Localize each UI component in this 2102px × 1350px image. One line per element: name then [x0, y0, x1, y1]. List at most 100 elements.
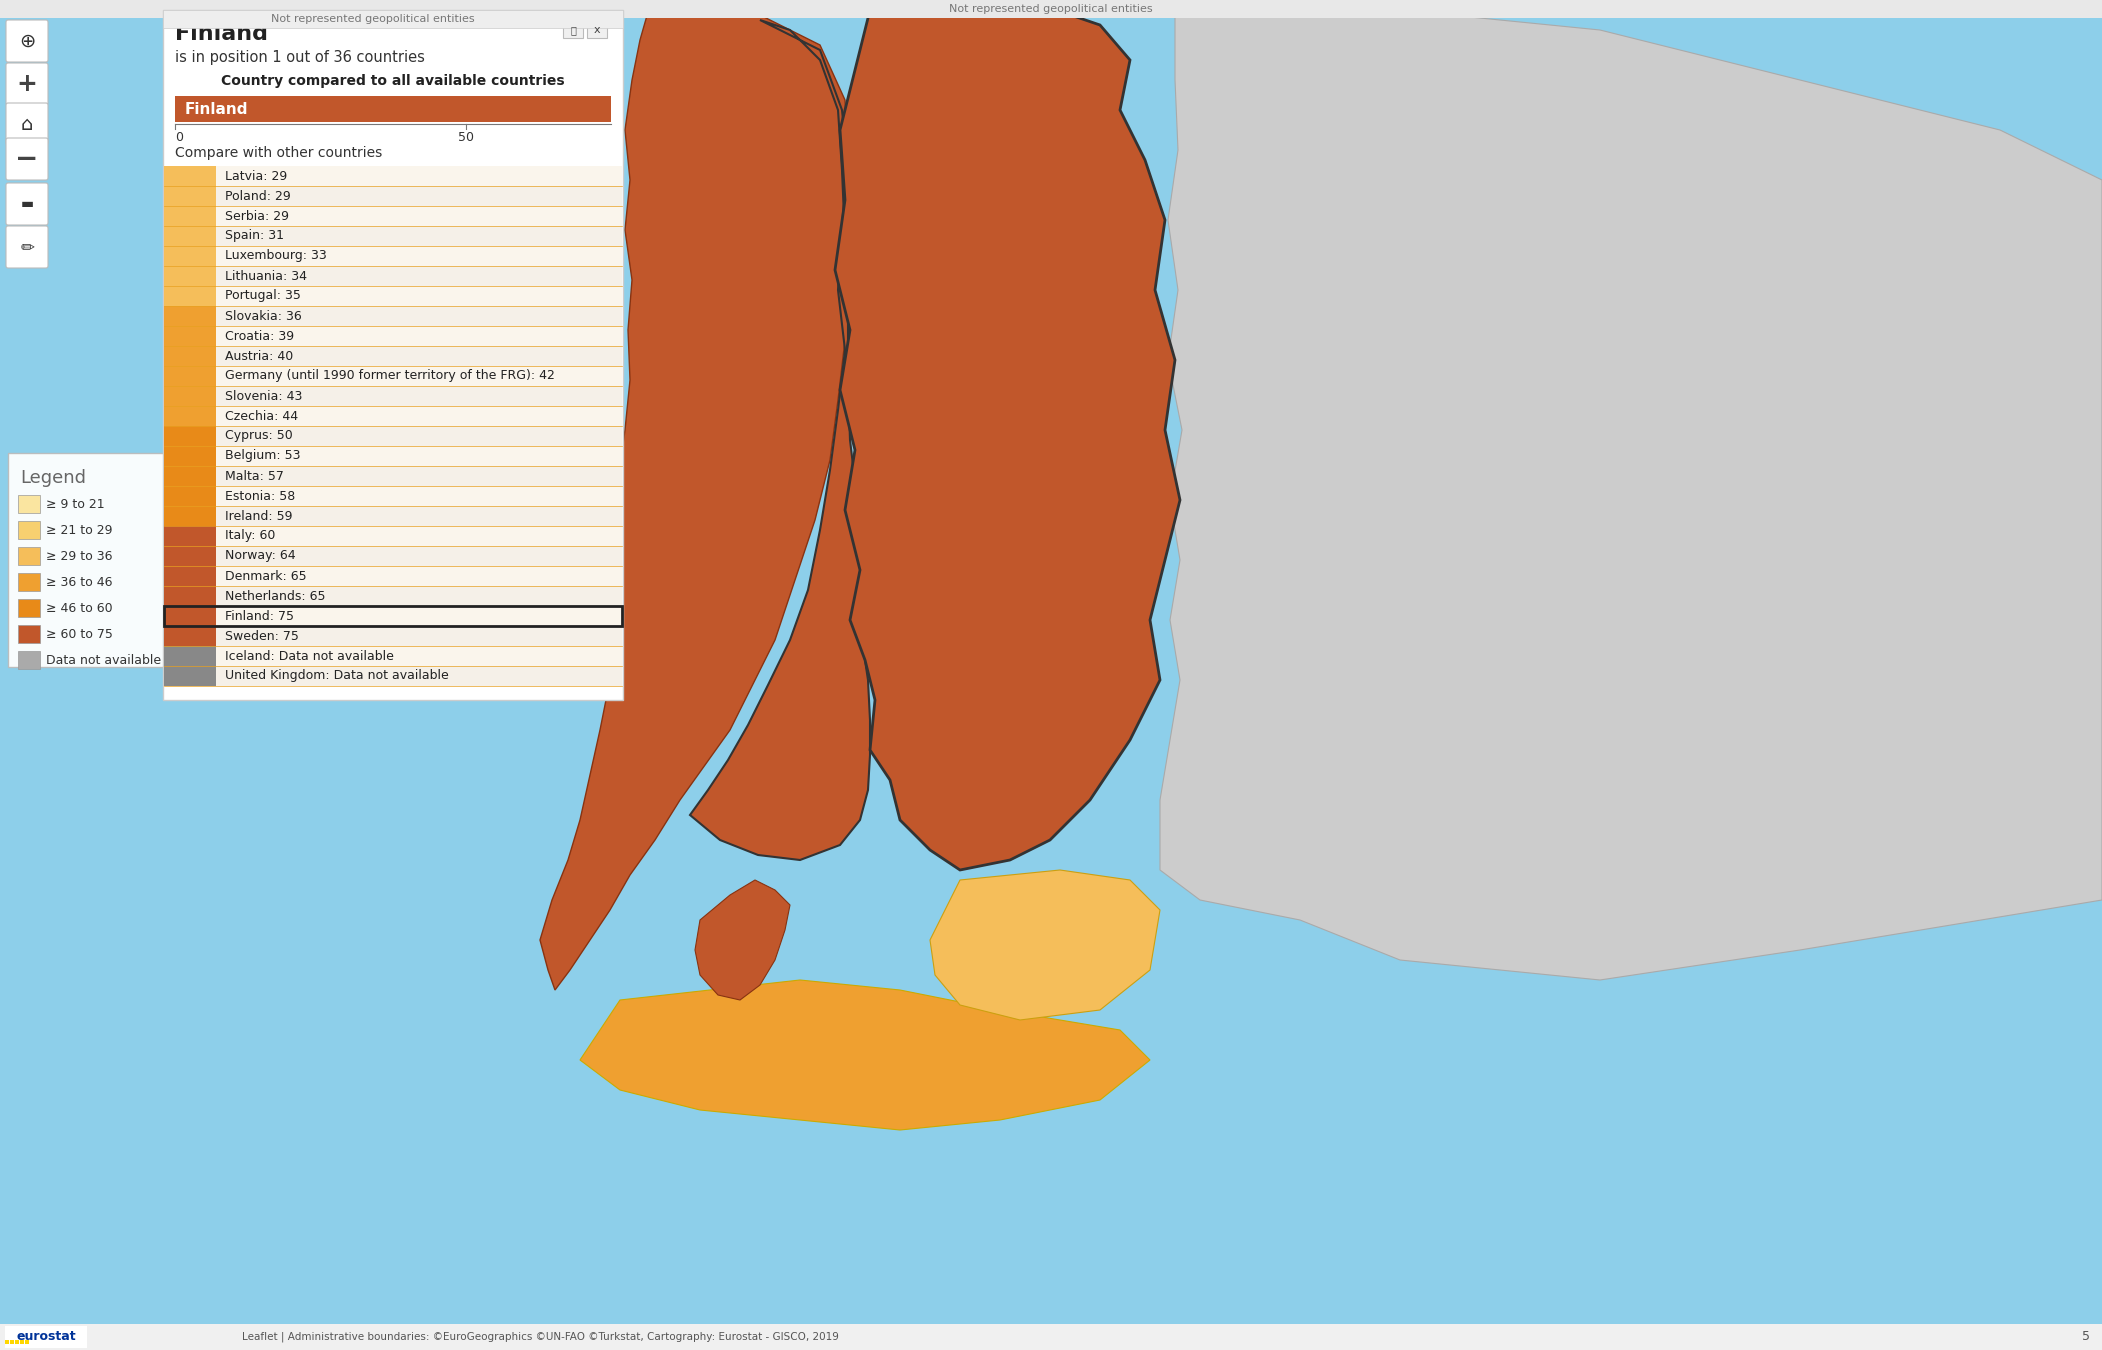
Bar — [164, 406, 217, 427]
Bar — [4, 1341, 8, 1345]
Bar — [164, 325, 622, 346]
FancyBboxPatch shape — [6, 20, 48, 62]
Bar — [0, 0, 2102, 18]
Bar — [164, 606, 217, 626]
Text: ✏: ✏ — [21, 238, 34, 256]
Bar — [19, 625, 40, 643]
Bar — [164, 406, 622, 427]
Polygon shape — [580, 980, 1150, 1130]
Text: Germany (until 1990 former territory of the FRG): 42: Germany (until 1990 former territory of … — [225, 370, 555, 382]
Text: Country compared to all available countries: Country compared to all available countr… — [221, 74, 565, 88]
FancyBboxPatch shape — [8, 454, 166, 667]
Bar — [164, 346, 622, 366]
FancyBboxPatch shape — [6, 225, 48, 269]
Bar — [164, 225, 217, 246]
Text: ≥ 60 to 75: ≥ 60 to 75 — [46, 628, 114, 640]
Bar — [164, 566, 217, 586]
Bar — [0, 1324, 2102, 1350]
Text: ≥ 29 to 36: ≥ 29 to 36 — [46, 549, 114, 563]
Text: 🖨: 🖨 — [570, 26, 576, 35]
Bar — [164, 266, 622, 286]
Text: Leaflet | Administrative boundaries: ©EuroGeographics ©UN-FAO ©Turkstat, Cartogr: Leaflet | Administrative boundaries: ©Eu… — [242, 1331, 839, 1342]
Bar — [19, 572, 40, 591]
Text: Iceland: Data not available: Iceland: Data not available — [225, 649, 393, 663]
Text: Italy: 60: Italy: 60 — [225, 529, 275, 543]
Text: Malta: 57: Malta: 57 — [225, 470, 284, 482]
Bar — [164, 325, 217, 346]
Text: Ireland: 59: Ireland: 59 — [225, 509, 292, 522]
Text: Norway: 64: Norway: 64 — [225, 549, 296, 563]
Bar — [164, 526, 217, 545]
Text: Not represented geopolitical entities: Not represented geopolitical entities — [950, 4, 1152, 14]
Bar — [164, 366, 622, 386]
Bar — [164, 286, 217, 306]
Bar — [164, 446, 217, 466]
Bar — [15, 1341, 19, 1345]
Text: 50: 50 — [458, 131, 473, 144]
Text: Estonia: 58: Estonia: 58 — [225, 490, 294, 502]
Text: Slovakia: 36: Slovakia: 36 — [225, 309, 303, 323]
Bar — [164, 526, 622, 545]
Text: Legend: Legend — [21, 468, 86, 487]
Text: Latvia: 29: Latvia: 29 — [225, 170, 288, 182]
Bar — [4, 1326, 86, 1349]
Bar — [19, 547, 40, 566]
Text: +: + — [17, 72, 38, 96]
Text: Denmark: 65: Denmark: 65 — [225, 570, 307, 582]
Text: Belgium: 53: Belgium: 53 — [225, 450, 301, 463]
Text: ≥ 46 to 60: ≥ 46 to 60 — [46, 602, 114, 614]
Text: Lithuania: 34: Lithuania: 34 — [225, 270, 307, 282]
Bar — [164, 626, 622, 647]
Bar — [164, 246, 217, 266]
Text: ✕: ✕ — [595, 26, 605, 39]
Polygon shape — [1160, 5, 2102, 980]
Bar — [164, 246, 622, 266]
Bar — [164, 166, 622, 186]
Text: ▬: ▬ — [21, 197, 34, 211]
Bar — [164, 207, 622, 225]
Bar — [164, 466, 622, 486]
Text: Finland: 75: Finland: 75 — [225, 609, 294, 622]
Text: −: − — [15, 144, 38, 173]
Text: Serbia: 29: Serbia: 29 — [225, 209, 288, 223]
Text: is in position 1 out of 36 countries: is in position 1 out of 36 countries — [174, 50, 425, 65]
Text: Data not available: Data not available — [46, 653, 162, 667]
Bar — [164, 566, 622, 586]
Text: Sweden: 75: Sweden: 75 — [225, 629, 298, 643]
Bar — [164, 427, 217, 446]
Bar — [164, 186, 217, 207]
FancyBboxPatch shape — [6, 184, 48, 225]
Polygon shape — [689, 20, 870, 860]
Text: 0: 0 — [174, 131, 183, 144]
Text: Finland: Finland — [174, 24, 267, 45]
Bar — [164, 466, 217, 486]
Bar — [164, 606, 622, 626]
FancyBboxPatch shape — [6, 63, 48, 105]
Bar — [19, 495, 40, 513]
Text: Netherlands: 65: Netherlands: 65 — [225, 590, 326, 602]
Bar — [164, 506, 622, 526]
Text: Portugal: 35: Portugal: 35 — [225, 289, 301, 302]
Text: ⊕: ⊕ — [19, 31, 36, 50]
Bar — [563, 22, 582, 38]
Bar — [164, 266, 217, 286]
Text: ≥ 36 to 46: ≥ 36 to 46 — [46, 575, 114, 589]
Text: Not represented geopolitical entities: Not represented geopolitical entities — [271, 14, 475, 24]
Text: 5: 5 — [2081, 1331, 2089, 1343]
Bar — [164, 286, 622, 306]
Text: ≥ 21 to 29: ≥ 21 to 29 — [46, 524, 114, 536]
Bar — [164, 446, 622, 466]
Polygon shape — [540, 0, 847, 990]
Bar — [164, 166, 217, 186]
Text: eurostat: eurostat — [17, 1331, 76, 1343]
Text: Finland: Finland — [185, 101, 248, 116]
Text: x: x — [593, 26, 601, 35]
Bar — [19, 599, 40, 617]
Bar — [164, 186, 622, 207]
Bar — [164, 386, 217, 406]
Bar — [164, 666, 622, 686]
Bar — [164, 545, 217, 566]
Bar — [164, 545, 622, 566]
Text: Cyprus: 50: Cyprus: 50 — [225, 429, 292, 443]
Bar — [586, 22, 607, 38]
